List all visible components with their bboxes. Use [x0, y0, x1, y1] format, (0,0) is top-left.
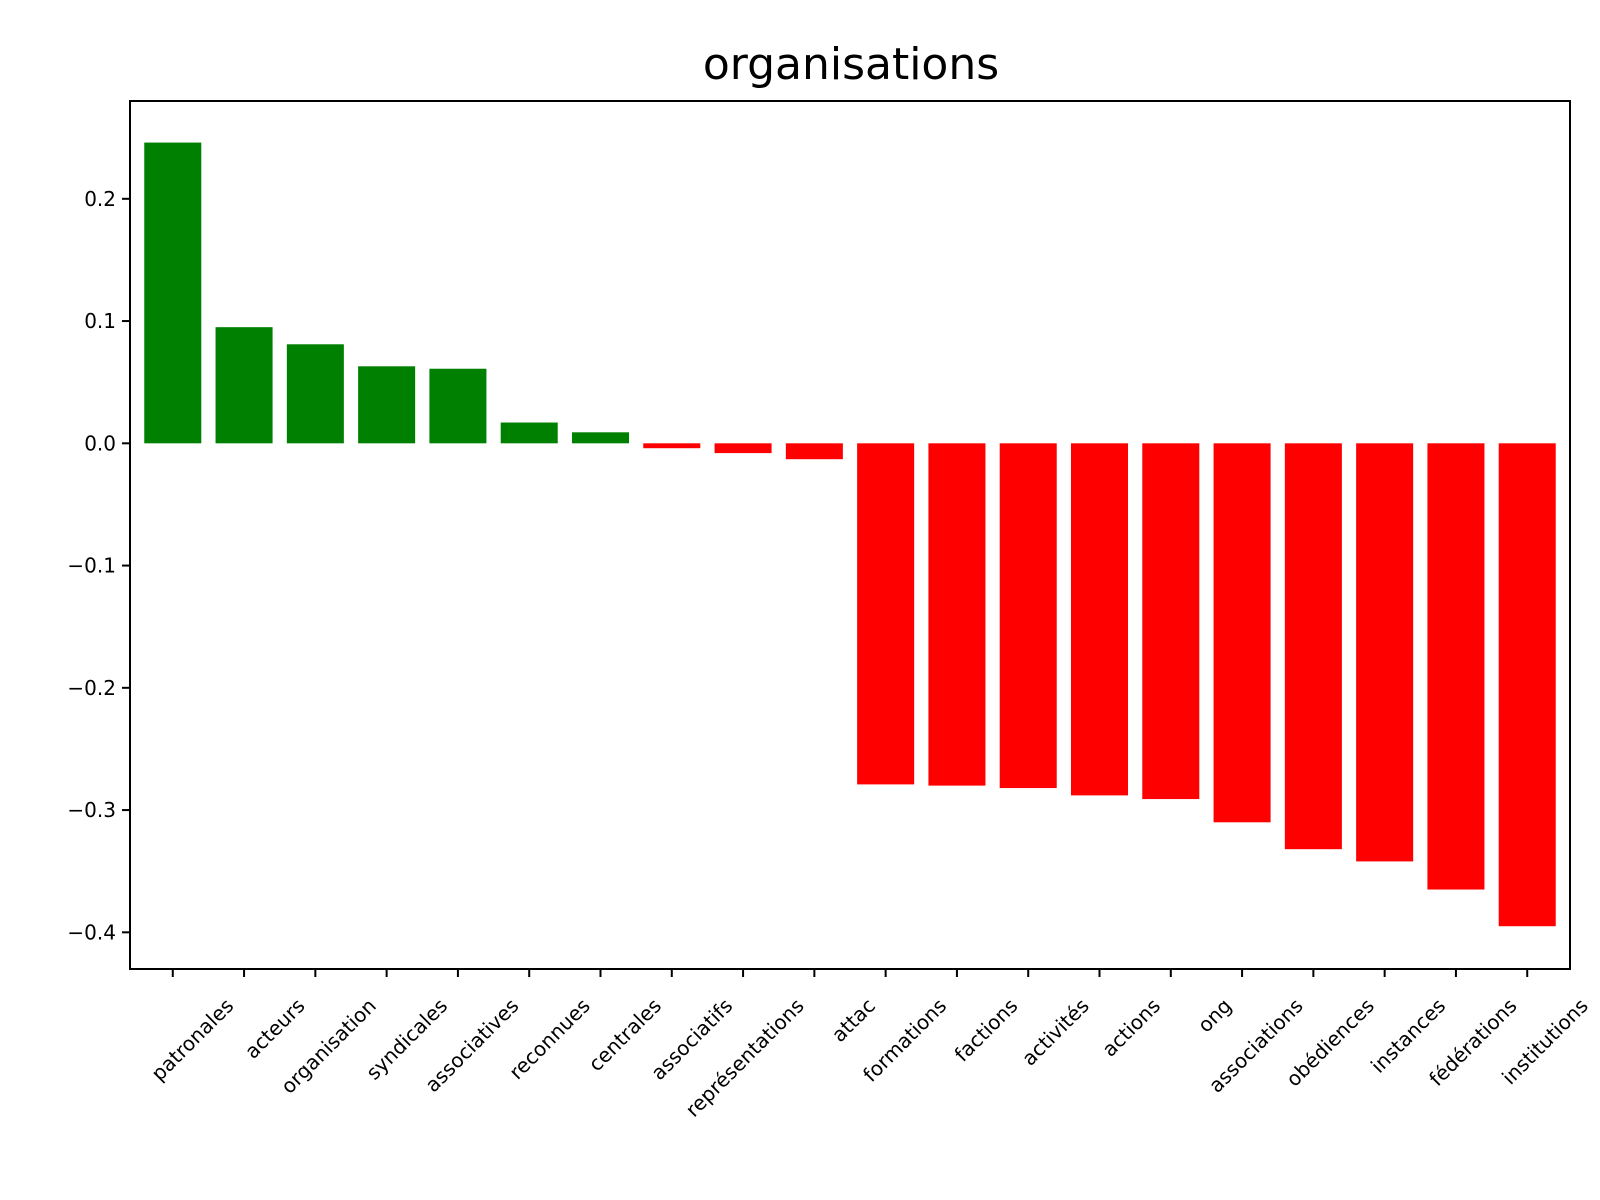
bar-obédiences — [1284, 443, 1342, 850]
bar-instances — [1356, 443, 1414, 862]
bar-patronales — [144, 142, 202, 444]
y-tick-label: −0.1 — [67, 554, 116, 578]
x-tick-label: activités — [1017, 994, 1094, 1071]
bar-activités — [999, 443, 1057, 789]
bars-group — [144, 142, 1556, 927]
bar-syndicales — [358, 366, 416, 444]
y-axis: 0.2 0.1 0.0 −0.1 −0.2 −0.3 −0.4 — [67, 187, 130, 944]
x-tick-label: actions — [1097, 994, 1165, 1062]
bar-reconnues — [500, 422, 558, 444]
x-tick-label: factions — [950, 994, 1023, 1067]
y-tick-label: 0.0 — [84, 431, 116, 455]
bar-formations — [857, 443, 915, 785]
chart-title: organisations — [703, 39, 999, 90]
x-tick-label: attac — [827, 994, 880, 1047]
bar-représentations — [714, 443, 772, 454]
bar-fédérations — [1427, 443, 1485, 890]
bar-factions — [928, 443, 986, 786]
y-tick-label: 0.2 — [84, 187, 116, 211]
x-tick-label: acteurs — [240, 994, 310, 1064]
bar-attac — [785, 443, 843, 460]
y-tick-label: −0.4 — [67, 920, 116, 944]
bar-ong — [1142, 443, 1200, 800]
x-axis: patronales acteursorganisationsyndicalesa… — [146, 969, 1593, 1122]
bar-acteurs — [215, 327, 273, 444]
y-tick-label: 0.1 — [84, 309, 116, 333]
bar-associatifs — [643, 443, 701, 449]
plot-frame — [129, 100, 1571, 970]
x-tick-label: ong — [1193, 994, 1237, 1038]
bar-institutions — [1498, 443, 1556, 927]
bar-actions — [1070, 443, 1129, 796]
y-tick-label: −0.2 — [67, 676, 116, 700]
bar-centrales — [571, 432, 630, 444]
x-tick-label: patronales — [146, 994, 238, 1086]
bar-associatives — [429, 368, 487, 444]
bar-organisation — [286, 344, 344, 444]
y-tick-label: −0.3 — [67, 798, 116, 822]
bar-associations — [1213, 443, 1271, 823]
